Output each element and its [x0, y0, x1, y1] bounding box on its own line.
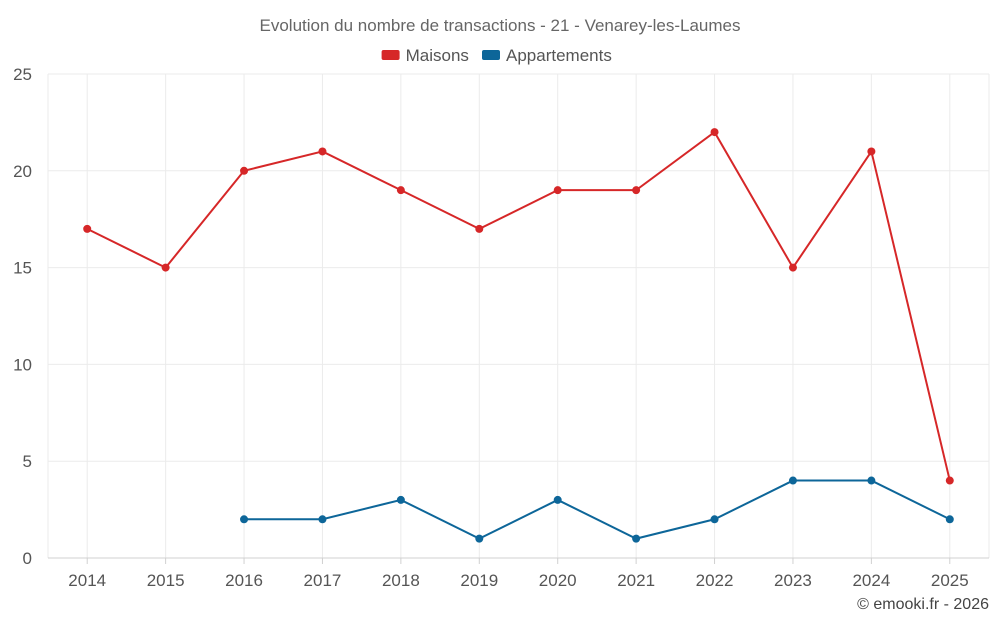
- y-tick-label: 25: [13, 65, 32, 84]
- data-point-appartements[interactable]: [553, 495, 562, 504]
- data-point-maisons[interactable]: [710, 128, 719, 137]
- x-tick-label: 2023: [774, 571, 812, 590]
- x-tick-label: 2021: [617, 571, 655, 590]
- legend-item-maisons[interactable]: Maisons: [381, 46, 469, 65]
- data-point-appartements[interactable]: [867, 476, 876, 485]
- y-tick-label: 0: [23, 549, 32, 568]
- chart-title: Evolution du nombre de transactions - 21…: [260, 16, 741, 35]
- data-point-maisons[interactable]: [240, 166, 249, 175]
- x-tick-label: 2025: [931, 571, 969, 590]
- legend-label-maisons: Maisons: [406, 46, 469, 65]
- x-tick-label: 2014: [68, 571, 106, 590]
- grid: [47, 73, 990, 558]
- data-point-maisons[interactable]: [161, 263, 170, 272]
- data-point-maisons[interactable]: [945, 476, 954, 485]
- data-point-appartements[interactable]: [788, 476, 797, 485]
- y-tick-label: 15: [13, 259, 32, 278]
- legend: Maisons Appartements: [381, 46, 612, 65]
- x-tick-label: 2024: [852, 571, 890, 590]
- data-point-maisons[interactable]: [867, 147, 876, 156]
- x-tick-label: 2020: [539, 571, 577, 590]
- data-point-maisons[interactable]: [475, 224, 484, 233]
- data-point-appartements[interactable]: [945, 515, 954, 524]
- data-point-appartements[interactable]: [396, 495, 405, 504]
- x-tick-label: 2015: [147, 571, 185, 590]
- data-point-appartements[interactable]: [632, 534, 641, 543]
- y-tick-label: 20: [13, 162, 32, 181]
- series-line-appartements: [244, 479, 951, 540]
- y-tick-label: 10: [13, 355, 32, 374]
- data-point-maisons[interactable]: [553, 186, 562, 195]
- legend-item-appartements[interactable]: Appartements: [482, 46, 612, 65]
- y-tick-label: 5: [23, 452, 32, 471]
- series-line-maisons: [86, 130, 951, 481]
- legend-label-appartements: Appartements: [506, 46, 612, 65]
- x-tick-label: 2016: [225, 571, 263, 590]
- data-point-appartements[interactable]: [318, 515, 327, 524]
- data-point-maisons[interactable]: [396, 186, 405, 195]
- data-point-maisons[interactable]: [632, 186, 641, 195]
- x-tick-label: 2019: [460, 571, 498, 590]
- data-point-appartements[interactable]: [710, 515, 719, 524]
- data-point-maisons[interactable]: [83, 224, 92, 233]
- legend-swatch-appartements: [482, 50, 500, 60]
- data-point-maisons[interactable]: [318, 147, 327, 156]
- x-tick-label: 2018: [382, 571, 420, 590]
- data-point-maisons[interactable]: [788, 263, 797, 272]
- data-point-appartements[interactable]: [240, 515, 249, 524]
- series: [83, 128, 954, 543]
- x-tick-label: 2017: [304, 571, 342, 590]
- data-point-appartements[interactable]: [475, 534, 484, 543]
- legend-swatch-maisons: [381, 50, 400, 60]
- x-tick-label: 2022: [696, 571, 734, 590]
- credit-text: © emooki.fr - 2026: [857, 596, 989, 613]
